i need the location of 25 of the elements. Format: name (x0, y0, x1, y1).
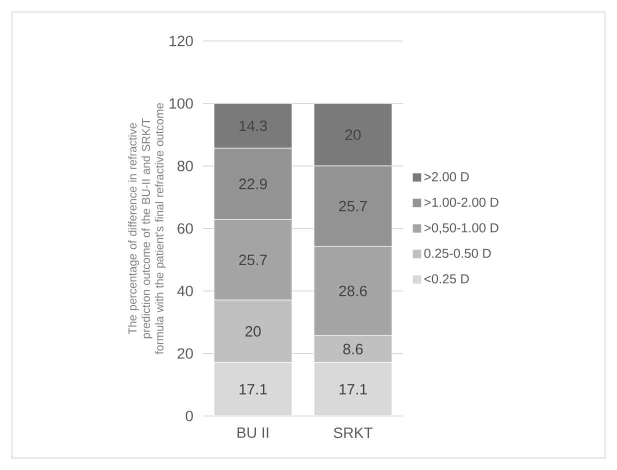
y-tick-label: 100 (170, 98, 193, 109)
data-label: 14.3 (240, 120, 267, 132)
data-label: 28.6 (339, 286, 367, 296)
y-tick-label: 40 (177, 286, 193, 296)
x-tick-label: BU II (238, 428, 268, 438)
data-label: 17.1 (240, 384, 267, 394)
data-label: 17.1 (340, 384, 367, 394)
data-label: 22.9 (239, 178, 267, 190)
y-axis-title: The percentage of difference in refractive prediction outcome of the BU-II and SRK/T formula with the patient's final refractive outcome (128, 103, 166, 354)
legend-label: <0.25 D (424, 274, 469, 284)
legend-label: 0.25-0.50 D (424, 248, 491, 258)
data-label: 25.7 (239, 254, 267, 266)
x-tick-label: SRKT (334, 428, 373, 438)
y-tick-label: 0 (186, 410, 193, 422)
y-tick-label: 80 (178, 160, 193, 172)
data-label: 20 (345, 129, 361, 140)
data-label: 8.6 (343, 344, 363, 354)
legend-label: >1.00-2.00 D (424, 198, 498, 207)
data-label: 25.7 (339, 200, 367, 212)
data-label: 20 (245, 326, 261, 337)
legend-label: >2.00 D (424, 172, 469, 182)
y-tick-label: 60 (178, 223, 193, 234)
legend-label: >0,50-1.00 D (424, 223, 498, 234)
y-tick-label: 20 (178, 348, 193, 359)
y-tick-label: 120 (170, 36, 193, 46)
